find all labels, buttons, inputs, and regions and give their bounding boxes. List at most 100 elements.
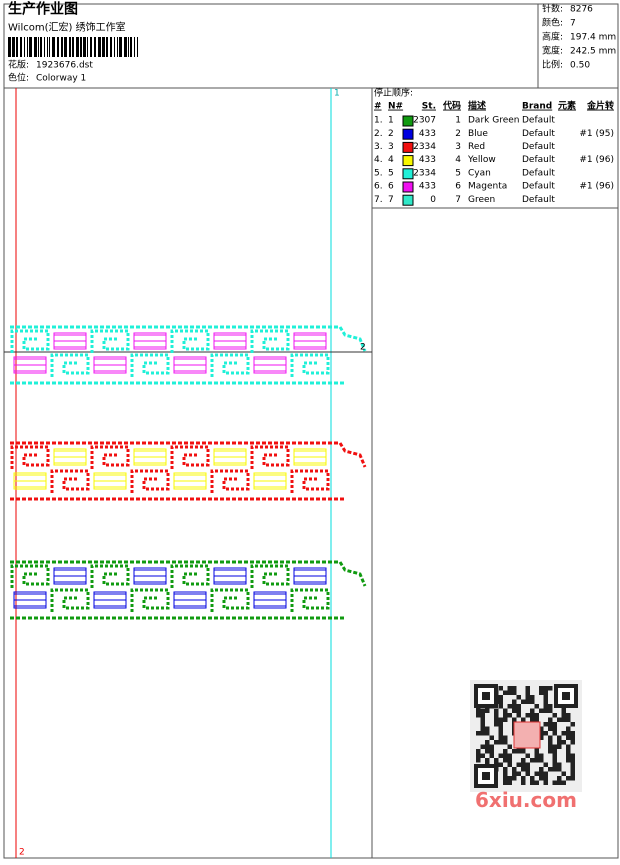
fill-outline (293, 567, 327, 585)
qr-module (530, 780, 535, 785)
qr-module (480, 726, 485, 731)
column-header: St. (422, 102, 436, 112)
barcode-bar (90, 37, 92, 57)
barcode-bar (16, 37, 18, 57)
qr-module (480, 731, 485, 736)
barcode-bar (12, 37, 15, 57)
key-pattern (170, 329, 210, 353)
cell-n: 2. (374, 129, 383, 139)
qr-module (552, 726, 557, 731)
cell-code: 5 (455, 168, 461, 178)
key-pattern (130, 588, 170, 612)
info-value: 242.5 mm (570, 47, 616, 57)
qr-module (525, 771, 530, 776)
key-pattern (290, 588, 330, 612)
qr-module (552, 713, 557, 718)
qr-module (521, 758, 526, 763)
qr-module (548, 767, 553, 772)
fill-outline (253, 472, 287, 490)
qr-module (561, 740, 566, 745)
qr-module (494, 713, 499, 718)
info-label: 针数: (542, 3, 563, 15)
color-swatch (402, 128, 414, 140)
qr-module (552, 744, 557, 749)
qr-module (516, 762, 521, 767)
qr-module (552, 731, 557, 736)
column-header: 金片转 (586, 100, 614, 112)
cell-code: 3 (455, 142, 461, 152)
qr-module (543, 762, 548, 767)
cell-nn: 4 (388, 155, 394, 165)
fill-outline (13, 472, 47, 490)
qr-module (543, 699, 548, 704)
qr-module (557, 767, 562, 772)
qr-module (485, 708, 490, 713)
qr-module (548, 722, 553, 727)
key-pattern (250, 445, 290, 469)
cell-desc: Magenta (468, 182, 507, 192)
barcode-bar (130, 37, 132, 57)
stitch-border (10, 325, 367, 352)
qr-module (480, 717, 485, 722)
qr-module (525, 690, 530, 695)
qr-module (476, 731, 481, 736)
cell-sequin: #1 (96) (579, 155, 614, 165)
qr-module (539, 735, 544, 740)
qr-module (570, 762, 575, 767)
qr-module (512, 771, 517, 776)
colorway-label: 色位: (8, 72, 29, 84)
barcode-bar (137, 37, 138, 57)
qr-module (525, 686, 530, 691)
qr-module (534, 771, 539, 776)
cell-n: 1. (374, 116, 383, 126)
key-pattern (50, 469, 90, 493)
qr-module (543, 771, 548, 776)
qr-module (503, 735, 508, 740)
key-pattern (210, 588, 250, 612)
barcode-bar (64, 37, 67, 57)
fill-outline (13, 356, 47, 374)
title: 生产作业图 (8, 1, 78, 18)
qr-module (548, 740, 553, 745)
qr-code (470, 680, 582, 792)
qr-module (543, 690, 548, 695)
fill-outline (293, 332, 327, 350)
cell-n: 4. (374, 155, 383, 165)
qr-module (566, 776, 571, 781)
qr-module (566, 726, 571, 731)
cell-nn: 1 (388, 116, 394, 126)
qr-module (561, 771, 566, 776)
qr-module (507, 690, 512, 695)
qr-module (507, 704, 512, 709)
cell-brand: Default (522, 195, 555, 205)
qr-module (498, 704, 503, 709)
qr-module (534, 713, 539, 718)
barcode-bar (117, 37, 118, 57)
qr-module (557, 762, 562, 767)
qr-module (516, 749, 521, 754)
qr-module (498, 731, 503, 736)
qr-module (530, 708, 535, 713)
qr-module (530, 695, 535, 700)
barcode-bar (124, 37, 127, 57)
qr-module (494, 740, 499, 745)
qr-module (507, 744, 512, 749)
design-label: 花版: (8, 59, 29, 71)
color-swatch (402, 115, 414, 127)
qr-module (512, 717, 517, 722)
qr-module (507, 753, 512, 758)
marker: 1 (334, 89, 340, 99)
qr-module (570, 753, 575, 758)
cell-desc: Yellow (467, 155, 496, 165)
qr-module (516, 708, 521, 713)
barcode-bar (27, 37, 28, 57)
qr-module (521, 717, 526, 722)
qr-module (530, 776, 535, 781)
qr-module (561, 717, 566, 722)
cell-brand: Default (522, 182, 555, 192)
qr-module (494, 722, 499, 727)
key-pattern (50, 588, 90, 612)
qr-module (480, 753, 485, 758)
key-pattern (90, 329, 130, 353)
qr-module (494, 717, 499, 722)
